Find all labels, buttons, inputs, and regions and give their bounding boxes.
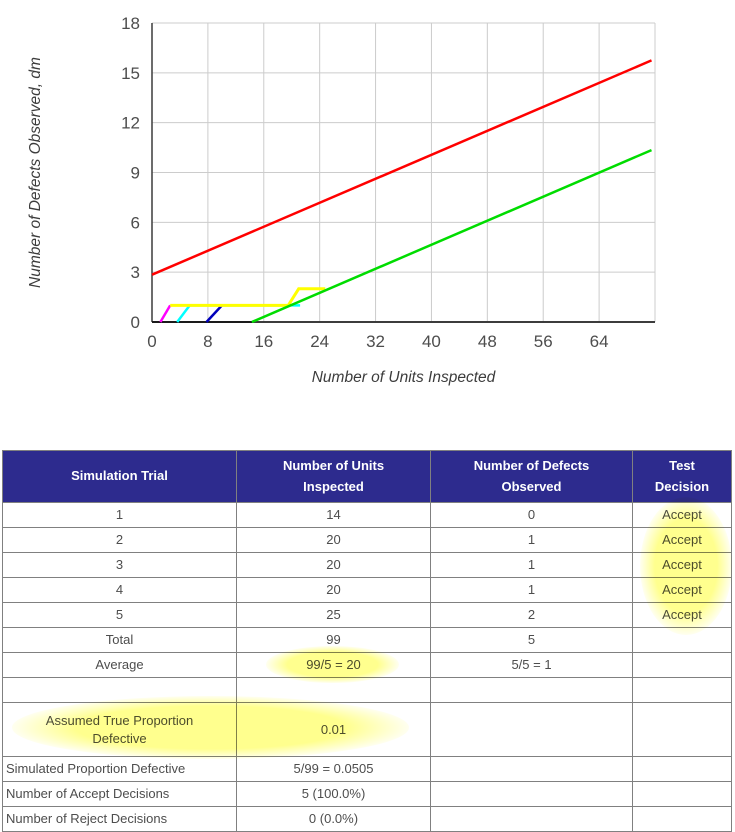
table-cell: 0 — [430, 502, 633, 528]
series-trial-2-path — [159, 304, 172, 323]
table-cell — [632, 627, 732, 653]
table-cell: 5 (100.0%) — [236, 781, 431, 807]
table-cell — [2, 677, 237, 703]
chart-canvas: 0 8 16 24 32 40 48 56 64 0 3 6 9 12 15 18 Number of Unit… — [27, 14, 656, 386]
table-cell — [632, 781, 732, 807]
sequential-sampling-chart: 0 8 16 24 32 40 48 56 64 0 3 6 9 12 15 18 Number of Unit… — [27, 14, 656, 386]
table-cell: Accept — [632, 527, 732, 553]
table-cell — [430, 756, 633, 782]
table-cell: Total — [2, 627, 237, 653]
x-tick-label: 16 — [254, 332, 273, 351]
table-cell: 1 — [2, 502, 237, 528]
x-tick-label: 64 — [590, 332, 609, 351]
column-header-1: Number of Units Inspected — [236, 450, 431, 503]
table-cell: 20 — [236, 552, 431, 578]
table-row: 1 14 0 Accept — [2, 502, 732, 528]
series-trial-5-path — [170, 287, 326, 307]
table-cell: Simulated Proportion Defective — [2, 756, 237, 782]
x-tick-label: 40 — [422, 332, 441, 351]
table-cell — [430, 702, 633, 757]
table-cell — [632, 806, 732, 832]
table-cell: 4 — [2, 577, 237, 603]
table-cell: 99/5 = 20 — [236, 652, 431, 678]
table-cell: 1 — [430, 527, 633, 553]
table-cell — [236, 677, 431, 703]
x-tick-label: 56 — [534, 332, 553, 351]
y-tick-label: 12 — [121, 114, 140, 133]
column-header-2: Number of Defects Observed — [430, 450, 633, 503]
table-cell: 5 — [430, 627, 633, 653]
table-cell: Accept — [632, 552, 732, 578]
table-cell: 5 — [2, 602, 237, 628]
y-axis-title: Number of Defects Observed, dm — [27, 57, 44, 288]
table-cell: 99 — [236, 627, 431, 653]
table-cell: Number of Reject Decisions — [2, 806, 237, 832]
series-accept-boundary — [251, 148, 652, 324]
y-tick-label: 9 — [131, 164, 140, 183]
table-cell: 3 — [2, 552, 237, 578]
table-row: 4 20 1 Accept — [2, 577, 732, 603]
table-cell: 2 — [430, 602, 633, 628]
table-row: Simulated Proportion Defective 5/99 = 0.0… — [2, 756, 732, 782]
table-cell: 20 — [236, 577, 431, 603]
table-cell: Accept — [632, 577, 732, 603]
table-row: 2 20 1 Accept — [2, 527, 732, 553]
table-cell — [430, 806, 633, 832]
table-cell — [430, 781, 633, 807]
table-cell: 0 (0.0%) — [236, 806, 431, 832]
table-cell: 20 — [236, 527, 431, 553]
table-row: 3 20 1 Accept — [2, 552, 732, 578]
y-tick-label: 18 — [121, 14, 140, 33]
y-tick-label: 6 — [131, 213, 140, 232]
table-cell — [430, 677, 633, 703]
x-axis-title: Number of Units Inspected — [312, 369, 497, 386]
table-cell: 0.01 — [236, 702, 431, 757]
simulation-results-table: Simulation Trial Number of Units Inspecte… — [2, 450, 732, 832]
table-cell: 1 — [430, 552, 633, 578]
table-cell: 2 — [2, 527, 237, 553]
table-row: 5 25 2 Accept — [2, 602, 732, 628]
table-header: Simulation Trial Number of Units Inspecte… — [2, 450, 732, 503]
table-cell — [632, 652, 732, 678]
table-cell: 1 — [430, 577, 633, 603]
table-row: Total 99 5 — [2, 627, 732, 653]
table-cell: 14 — [236, 502, 431, 528]
column-header-3: Test Decision — [632, 450, 732, 503]
table-row: Number of Reject Decisions 0 (0.0%) — [2, 806, 732, 832]
x-tick-label: 48 — [478, 332, 497, 351]
table-cell: 5/99 = 0.0505 — [236, 756, 431, 782]
y-tick-label: 15 — [121, 64, 140, 83]
table-cell: Number of Accept Decisions — [2, 781, 237, 807]
y-tick-label: 3 — [131, 263, 140, 282]
table-cell: Accept — [632, 502, 732, 528]
table-row: Assumed True Proportion Defective 0.01 — [2, 702, 732, 757]
table-cell: 25 — [236, 602, 431, 628]
table-row: Average 99/5 = 20 5/5 = 1 — [2, 652, 732, 678]
series-reject-boundary — [151, 59, 652, 276]
x-tick-label: 32 — [366, 332, 385, 351]
table-row — [2, 677, 732, 703]
table-cell: Average — [2, 652, 237, 678]
y-tick-label: 0 — [131, 313, 140, 332]
table-cell — [632, 756, 732, 782]
table-cell — [632, 702, 732, 757]
x-tick-label: 8 — [203, 332, 212, 351]
x-tick-label: 0 — [147, 332, 156, 351]
table-cell: Accept — [632, 602, 732, 628]
column-header-0: Simulation Trial — [2, 450, 237, 503]
x-tick-label: 24 — [310, 332, 329, 351]
table-cell: 5/5 = 1 — [430, 652, 633, 678]
series-trial-4-path — [205, 304, 223, 323]
table-row: Number of Accept Decisions 5 (100.0%) — [2, 781, 732, 807]
table-cell — [632, 677, 732, 703]
table-cell: Assumed True Proportion Defective — [2, 702, 237, 757]
